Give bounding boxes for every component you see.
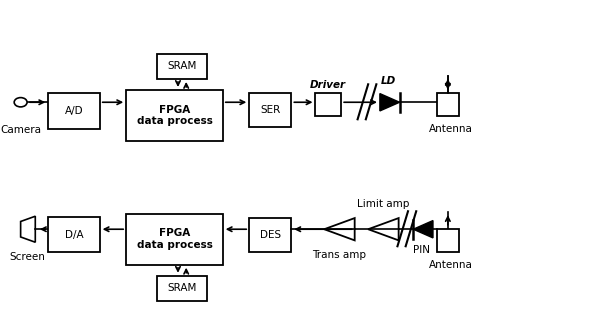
Text: SER: SER xyxy=(260,105,280,115)
Polygon shape xyxy=(380,94,399,111)
Text: Limit amp: Limit amp xyxy=(357,199,410,209)
Ellipse shape xyxy=(14,98,27,107)
Text: Antenna: Antenna xyxy=(429,124,473,134)
Text: Screen: Screen xyxy=(10,252,45,262)
Text: LD: LD xyxy=(380,76,396,86)
Text: PIN: PIN xyxy=(413,245,430,255)
Bar xyxy=(157,276,207,301)
Bar xyxy=(126,90,223,141)
Text: D/A: D/A xyxy=(65,230,83,240)
Text: A/D: A/D xyxy=(65,106,83,116)
Bar xyxy=(157,54,207,79)
Bar xyxy=(48,93,100,129)
Bar xyxy=(249,93,291,127)
Text: Trans amp: Trans amp xyxy=(312,250,367,260)
Text: FPGA: FPGA xyxy=(159,228,190,238)
Text: Antenna: Antenna xyxy=(429,260,473,270)
Bar xyxy=(249,218,291,252)
Text: SRAM: SRAM xyxy=(167,283,197,293)
Bar xyxy=(437,229,459,252)
Polygon shape xyxy=(413,221,433,238)
Text: data process: data process xyxy=(136,240,212,250)
Text: Camera: Camera xyxy=(0,125,41,135)
Text: FPGA: FPGA xyxy=(159,105,190,114)
Text: data process: data process xyxy=(136,116,212,126)
Bar xyxy=(315,93,341,116)
Text: SRAM: SRAM xyxy=(167,61,197,71)
Text: Driver: Driver xyxy=(310,80,346,90)
Text: DES: DES xyxy=(260,230,281,240)
Bar xyxy=(48,217,100,252)
Bar xyxy=(126,214,223,265)
Bar xyxy=(437,93,459,116)
